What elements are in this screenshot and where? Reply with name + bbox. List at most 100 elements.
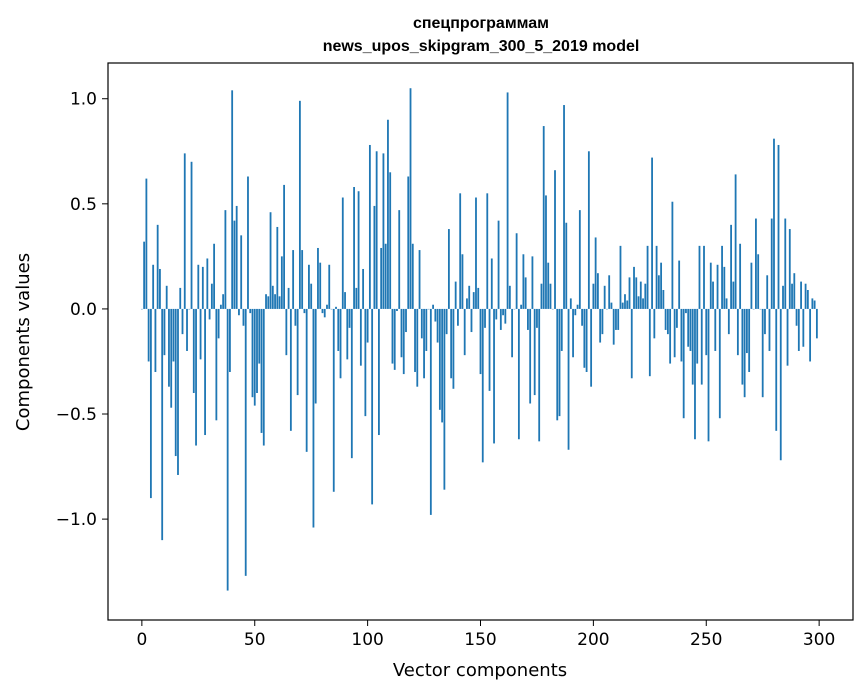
bar <box>804 283 807 309</box>
bar <box>197 264 200 309</box>
bar <box>305 308 308 452</box>
bar <box>152 264 155 309</box>
bar <box>380 247 383 309</box>
bar <box>660 262 663 309</box>
bar <box>608 275 611 309</box>
bar <box>610 302 613 309</box>
bar <box>384 243 387 309</box>
bar <box>242 308 245 326</box>
bar <box>143 241 146 309</box>
bar <box>755 218 757 309</box>
bar <box>676 308 678 328</box>
y-tick-label: −1.0 <box>56 510 97 530</box>
bar <box>800 281 802 309</box>
bar <box>635 277 638 309</box>
bar <box>680 308 683 362</box>
bar <box>192 308 195 393</box>
bar <box>730 224 732 309</box>
bar <box>470 308 473 333</box>
bar <box>506 92 509 309</box>
bar <box>362 268 365 309</box>
chart-title-line2: news_upos_skipgram_300_5_2019 model <box>323 38 640 55</box>
bar <box>698 245 701 309</box>
bar <box>533 308 536 396</box>
bar <box>238 308 240 316</box>
bar <box>391 308 394 364</box>
bar <box>396 308 398 312</box>
bar <box>147 308 150 362</box>
bar <box>206 258 209 309</box>
bar <box>168 308 170 387</box>
bar <box>373 205 376 309</box>
bar <box>445 308 448 335</box>
bar <box>653 308 656 339</box>
bar <box>689 308 692 351</box>
bar <box>301 250 304 309</box>
bar <box>466 298 468 309</box>
bar <box>743 308 746 398</box>
bar <box>348 308 351 328</box>
bar <box>477 287 480 309</box>
bar <box>145 178 148 309</box>
bar <box>718 308 721 419</box>
bar <box>815 308 818 339</box>
bar <box>378 308 380 436</box>
bar <box>603 285 606 309</box>
bar <box>276 226 279 309</box>
bar <box>357 191 360 309</box>
bar <box>671 201 674 309</box>
bar <box>407 176 410 309</box>
bar <box>398 210 401 309</box>
x-tick-label: 150 <box>464 630 496 650</box>
bar <box>226 308 229 591</box>
bar <box>283 184 285 309</box>
bar <box>784 218 787 309</box>
bar <box>739 243 742 309</box>
bar <box>229 308 231 372</box>
bar <box>786 308 789 366</box>
bar <box>326 304 328 309</box>
bar <box>578 210 581 309</box>
bar <box>222 294 225 309</box>
bar <box>339 308 342 379</box>
bar <box>436 308 439 343</box>
bar <box>179 287 182 309</box>
bar <box>484 308 486 328</box>
bar-series <box>140 88 818 591</box>
bar <box>596 273 599 309</box>
bar <box>615 308 617 330</box>
bar <box>646 245 649 309</box>
bar <box>387 119 389 309</box>
bar <box>472 292 475 309</box>
bar <box>493 308 495 444</box>
bar <box>664 308 667 330</box>
bar <box>569 298 572 309</box>
bar <box>642 298 644 309</box>
bar <box>190 161 193 309</box>
bar <box>271 285 274 309</box>
bar <box>793 273 796 309</box>
bar <box>208 308 211 320</box>
bar <box>350 308 353 459</box>
bar <box>809 308 812 362</box>
bar <box>292 250 295 309</box>
bar <box>563 105 565 309</box>
bar <box>583 308 586 368</box>
bar <box>312 308 315 528</box>
bar <box>624 294 626 309</box>
bar <box>691 308 694 385</box>
bar <box>700 308 703 385</box>
bar <box>319 262 322 309</box>
bar <box>581 308 583 326</box>
bar <box>806 290 809 309</box>
bar <box>682 308 685 419</box>
bar <box>251 308 254 398</box>
bar <box>328 264 331 309</box>
bar <box>732 281 735 309</box>
bar <box>163 308 166 356</box>
bar <box>770 218 773 309</box>
bar <box>253 308 256 406</box>
y-axis-label: Components values <box>13 253 34 431</box>
bar <box>393 308 396 370</box>
bar <box>678 260 681 309</box>
